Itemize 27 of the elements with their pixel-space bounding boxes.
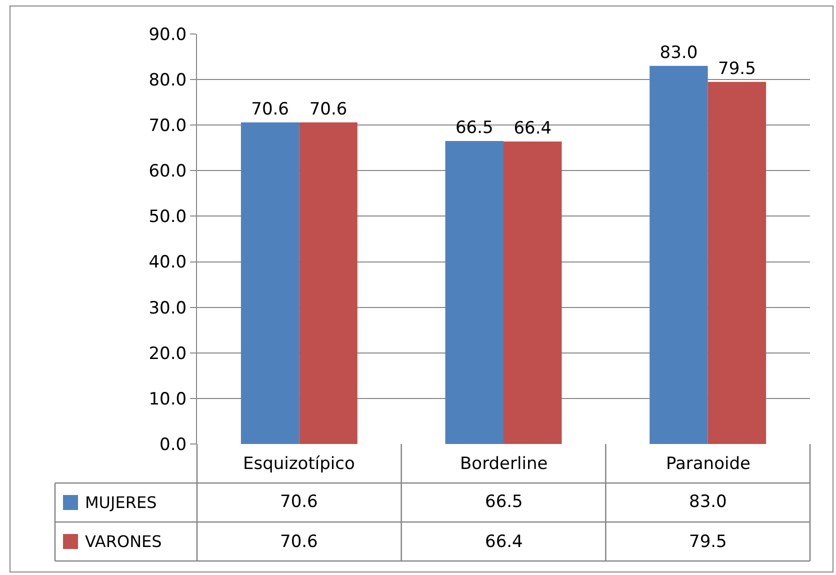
y-tick-label: 80.0 [148, 70, 187, 91]
data-label: 70.6 [280, 532, 318, 552]
y-tick-label: 30.0 [148, 298, 187, 318]
x-tick-label: Paranoide [666, 454, 750, 474]
y-tick-label: 20.0 [148, 344, 187, 364]
data-label: 70.6 [280, 492, 318, 512]
y-tick-label: 90.0 [148, 24, 187, 45]
text: 83.0 [660, 42, 698, 63]
y-tick-label: 10.0 [148, 389, 187, 410]
y-tick-label: 0.0 [160, 434, 187, 455]
text: 70.6 [309, 99, 348, 120]
data-label: 66.5 [485, 492, 523, 512]
y-tick-label: 70.0 [148, 116, 187, 136]
data-label: 79.5 [689, 532, 727, 552]
y-tick-label: 50.0 [148, 207, 187, 228]
y-tick-label: 60.0 [148, 162, 187, 182]
text: 79.5 [718, 58, 756, 79]
legend-label: VARONES [85, 532, 162, 551]
x-tick-label: Esquizotípico [243, 454, 355, 474]
legend-label: MUJERES [85, 493, 157, 512]
data-label: 66.4 [485, 532, 523, 552]
text: 70.6 [251, 99, 289, 120]
text: 66.5 [455, 118, 494, 138]
y-tick-label: 40.0 [148, 252, 187, 273]
data-label: 83.0 [689, 492, 727, 512]
text: 66.4 [514, 118, 552, 139]
x-tick-label: Borderline [460, 454, 548, 474]
